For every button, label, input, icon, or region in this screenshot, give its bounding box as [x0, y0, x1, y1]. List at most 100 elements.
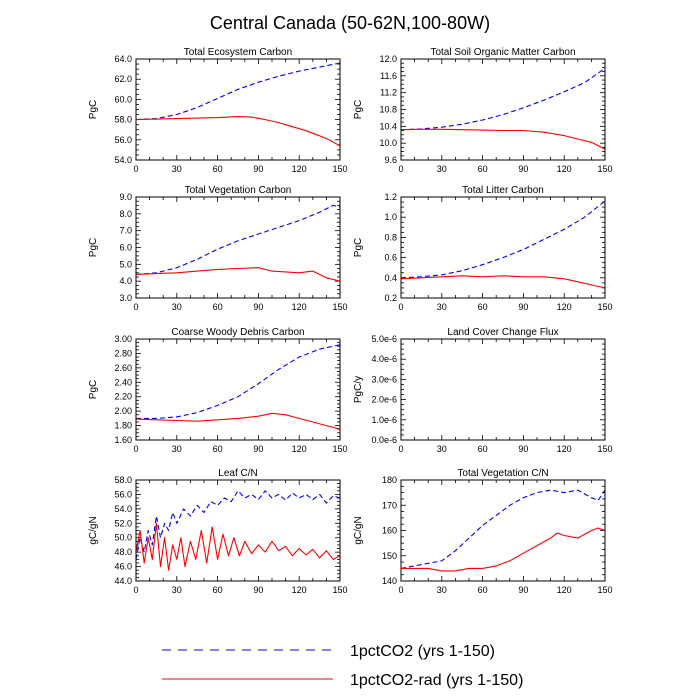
x-tick-label-total-litter-carbon: 90 [518, 302, 528, 312]
y-tick-label-total-ecosystem-carbon: 54.0 [114, 155, 132, 165]
y-tick-label-leaf-c-n: 46.0 [114, 562, 132, 572]
panel-land-cover-change-flux: Land Cover Change Flux PgC/y 0 30 60 90 120 150… [353, 327, 613, 454]
y-axis-label-coarse-woody-debris-carbon: PgC [88, 380, 99, 399]
y-tick-label-total-ecosystem-carbon: 58.0 [114, 115, 132, 125]
plot-frame-total-vegetation-carbon [135, 196, 341, 299]
y-tick-label-total-litter-carbon: 1.0 [384, 212, 397, 222]
x-tick-label-coarse-woody-debris-carbon: 90 [253, 444, 263, 454]
y-tick-label-land-cover-change-flux: 5.0e-6 [371, 334, 397, 344]
y-axis-label-leaf-c-n: gC/gN [88, 516, 99, 544]
y-tick-label-total-vegetation-c-n: 170 [382, 500, 397, 510]
x-tick-label-total-vegetation-carbon: 0 [133, 302, 138, 312]
panel-title-total-litter-carbon: Total Litter Carbon [462, 185, 544, 196]
y-tick-label-total-vegetation-carbon: 4.0 [119, 276, 132, 286]
y-tick-label-coarse-woody-debris-carbon: 2.40 [114, 377, 132, 387]
x-tick-label-total-litter-carbon: 150 [597, 302, 612, 312]
panel-title-total-ecosystem-carbon: Total Ecosystem Carbon [184, 47, 292, 58]
y-tick-label-total-ecosystem-carbon: 62.0 [114, 74, 132, 84]
x-tick-label-total-litter-carbon: 0 [398, 302, 403, 312]
x-tick-label-coarse-woody-debris-carbon: 150 [332, 444, 347, 454]
y-tick-label-total-litter-carbon: 0.2 [384, 293, 397, 303]
legend: 1pctCO2 (yrs 1-150) 1pctCO2-rad (yrs 1-1… [162, 643, 523, 689]
y-tick-label-total-litter-carbon: 0.8 [384, 232, 397, 242]
x-tick-label-land-cover-change-flux: 90 [518, 444, 528, 454]
x-tick-label-total-ecosystem-carbon: 0 [133, 164, 138, 174]
x-tick-label-total-vegetation-c-n: 0 [398, 585, 403, 595]
y-axis-label-total-vegetation-c-n: gC/gN [353, 516, 364, 544]
panel-title-land-cover-change-flux: Land Cover Change Flux [447, 327, 558, 338]
plot-frame-total-soil-organic-matter-carbon [400, 58, 606, 161]
series-line-b-total-soil-organic-matter-carbon [400, 128, 606, 150]
x-tick-label-leaf-c-n: 120 [292, 585, 307, 595]
panel-title-coarse-woody-debris-carbon: Coarse Woody Debris Carbon [171, 327, 304, 338]
x-tick-label-total-vegetation-c-n: 120 [557, 585, 572, 595]
plot-frame-total-ecosystem-carbon [135, 58, 341, 161]
y-tick-label-total-vegetation-c-n: 160 [382, 526, 397, 536]
x-tick-label-total-soil-organic-matter-carbon: 150 [597, 164, 612, 174]
figure-title: Central Canada (50-62N,100-80W) [210, 13, 490, 33]
y-tick-label-total-vegetation-carbon: 3.0 [119, 293, 132, 303]
x-tick-label-total-soil-organic-matter-carbon: 60 [478, 164, 488, 174]
panel-title-total-soil-organic-matter-carbon: Total Soil Organic Matter Carbon [430, 47, 575, 58]
x-tick-label-total-vegetation-carbon: 30 [172, 302, 182, 312]
series-line-a-coarse-woody-debris-carbon [136, 344, 341, 419]
y-tick-label-total-vegetation-carbon: 5.0 [119, 259, 132, 269]
x-tick-label-total-soil-organic-matter-carbon: 0 [398, 164, 403, 174]
x-tick-label-leaf-c-n: 90 [253, 585, 263, 595]
y-tick-label-leaf-c-n: 50.0 [114, 533, 132, 543]
y-tick-label-land-cover-change-flux: 2.0e-6 [371, 395, 397, 405]
series-line-a-leaf-c-n [135, 490, 341, 560]
x-tick-label-coarse-woody-debris-carbon: 120 [292, 444, 307, 454]
y-tick-label-coarse-woody-debris-carbon: 2.80 [114, 348, 132, 358]
y-tick-label-total-litter-carbon: 0.4 [384, 273, 397, 283]
legend-label-1pctco2: 1pctCO2 (yrs 1-150) [350, 643, 495, 660]
x-tick-label-land-cover-change-flux: 120 [557, 444, 572, 454]
panels: Total Ecosystem Carbon PgC 0 30 60 90 120 150 54… [88, 47, 613, 595]
y-axis-label-total-vegetation-carbon: PgC [88, 238, 99, 257]
x-tick-label-total-vegetation-c-n: 30 [437, 585, 447, 595]
x-tick-label-land-cover-change-flux: 150 [597, 444, 612, 454]
x-tick-label-leaf-c-n: 150 [332, 585, 347, 595]
y-tick-label-total-soil-organic-matter-carbon: 12.0 [379, 54, 397, 64]
y-tick-label-total-soil-organic-matter-carbon: 10.4 [379, 121, 397, 131]
x-tick-label-total-vegetation-carbon: 120 [292, 302, 307, 312]
plot-frame-coarse-woody-debris-carbon [135, 338, 341, 441]
panel-leaf-c-n: Leaf C/N gC/gN 0 30 60 90 120 150 44.0 46.0 48.0 50… [88, 468, 348, 595]
x-tick-label-coarse-woody-debris-carbon: 30 [172, 444, 182, 454]
series-line-b-total-vegetation-c-n [401, 527, 606, 572]
plot-frame-leaf-c-n [135, 479, 341, 582]
y-tick-label-total-ecosystem-carbon: 60.0 [114, 94, 132, 104]
y-tick-label-total-vegetation-carbon: 8.0 [119, 209, 132, 219]
x-tick-label-total-vegetation-c-n: 90 [518, 585, 528, 595]
y-tick-label-total-soil-organic-matter-carbon: 11.6 [380, 71, 397, 81]
x-tick-label-leaf-c-n: 60 [213, 585, 223, 595]
panel-total-litter-carbon: Total Litter Carbon PgC 0 30 60 90 120 150 0.2 0.… [353, 185, 613, 312]
y-tick-label-coarse-woody-debris-carbon: 1.60 [114, 435, 132, 445]
x-tick-label-leaf-c-n: 0 [133, 585, 138, 595]
y-tick-label-land-cover-change-flux: 3.0e-6 [371, 374, 397, 384]
y-tick-label-leaf-c-n: 52.0 [114, 518, 132, 528]
y-tick-label-total-soil-organic-matter-carbon: 10.0 [379, 138, 397, 148]
y-tick-label-land-cover-change-flux: 1.0e-6 [371, 415, 397, 425]
panel-coarse-woody-debris-carbon: Coarse Woody Debris Carbon PgC 0 30 60 90 120 1… [88, 327, 348, 454]
panel-total-vegetation-carbon: Total Vegetation Carbon PgC 0 30 60 90 120 150 3… [88, 185, 348, 312]
y-tick-label-land-cover-change-flux: 0.0e-6 [371, 435, 397, 445]
panel-total-vegetation-c-n: Total Vegetation C/N gC/gN 0 30 60 90 120 150 14… [353, 468, 613, 595]
x-tick-label-land-cover-change-flux: 60 [478, 444, 488, 454]
y-tick-label-total-vegetation-c-n: 150 [382, 551, 397, 561]
x-tick-label-land-cover-change-flux: 0 [398, 444, 403, 454]
x-tick-label-total-ecosystem-carbon: 60 [213, 164, 223, 174]
y-tick-label-total-soil-organic-matter-carbon: 11.2 [380, 88, 397, 98]
y-tick-label-total-vegetation-c-n: 140 [382, 576, 397, 586]
y-tick-label-total-vegetation-c-n: 180 [382, 475, 397, 485]
y-tick-label-leaf-c-n: 44.0 [114, 576, 132, 586]
panel-title-leaf-c-n: Leaf C/N [218, 468, 257, 479]
x-tick-label-total-vegetation-c-n: 150 [597, 585, 612, 595]
x-tick-label-total-ecosystem-carbon: 150 [332, 164, 347, 174]
x-tick-label-total-litter-carbon: 120 [557, 302, 572, 312]
series-line-a-total-vegetation-c-n [400, 489, 606, 569]
y-tick-label-leaf-c-n: 56.0 [114, 489, 132, 499]
panel-title-total-vegetation-c-n: Total Vegetation C/N [457, 468, 548, 479]
y-tick-label-total-vegetation-carbon: 6.0 [119, 243, 132, 253]
x-tick-label-land-cover-change-flux: 30 [437, 444, 447, 454]
